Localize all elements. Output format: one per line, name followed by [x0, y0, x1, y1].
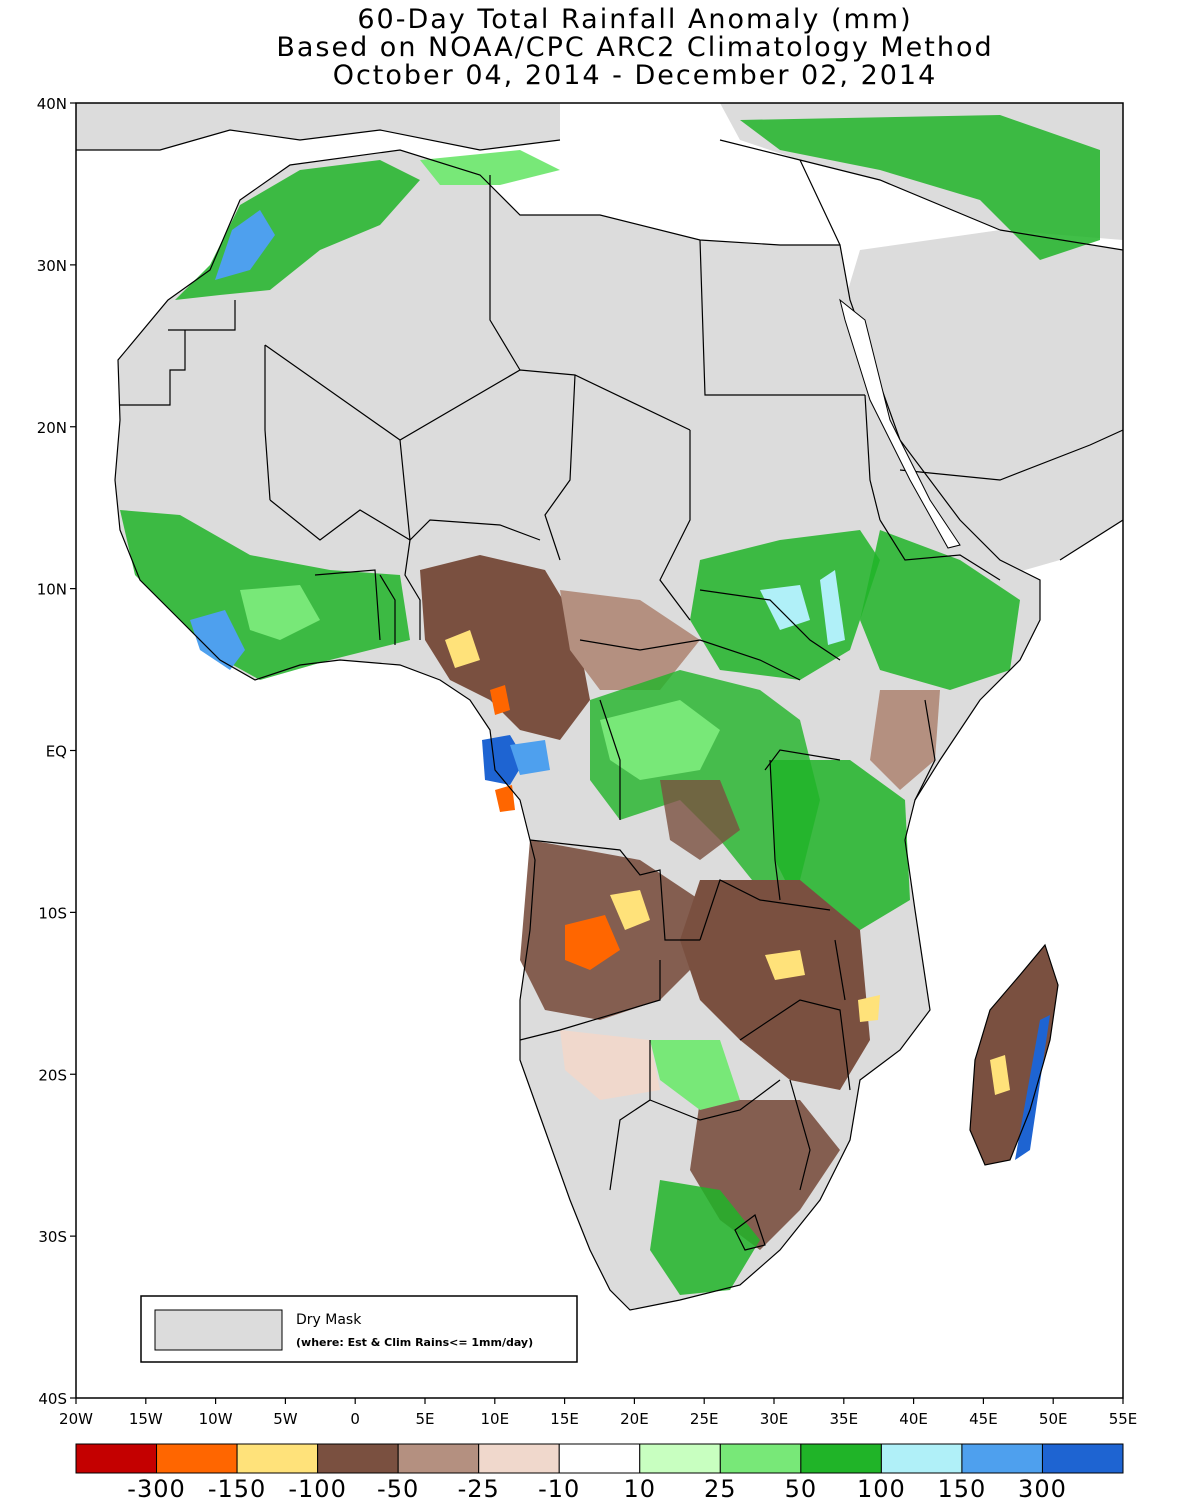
anomaly-patch-kenya-brown [870, 690, 940, 790]
lat-tick-label: 10S [38, 904, 67, 922]
lon-tick-label: 10W [199, 1410, 233, 1428]
lon-tick-label: 35E [830, 1410, 859, 1428]
title-line-2: Based on NOAA/CPC ARC2 Climatology Metho… [276, 32, 994, 63]
anomaly-patch-nigeria-brown [420, 555, 590, 740]
anomaly-patch-zambia-brown [680, 880, 870, 1090]
colorbar-label: -300 [127, 1475, 185, 1500]
lon-tick-label: 50E [1039, 1410, 1068, 1428]
anomaly-patch-med-coast-green [420, 150, 560, 185]
lat-tick-label: 30N [37, 257, 67, 275]
colorbar-swatch [880, 1443, 963, 1474]
lon-tick-label: 15W [129, 1410, 163, 1428]
lat-tick-label: 30S [38, 1228, 67, 1246]
lon-tick-label: 0 [350, 1410, 360, 1428]
lon-tick-label: 25E [690, 1410, 719, 1428]
anomaly-patch-sudan-lightblue [760, 585, 810, 630]
anomaly-patch-morocco-blue [215, 210, 275, 280]
map-layers [76, 103, 1123, 1310]
colorbar-label: -10 [538, 1475, 580, 1500]
anomaly-patch-botswana-lightgreen [650, 1040, 740, 1110]
anomaly-patch-zambia-yellow [765, 950, 805, 980]
anomaly-patch-angola-orange [565, 915, 620, 970]
colorbar-swatch [961, 1443, 1043, 1474]
colorbar-label: -25 [458, 1475, 500, 1500]
map-title: 60-Day Total Rainfall Anomaly (mm) Based… [0, 6, 1200, 90]
colorbar-swatch [800, 1443, 882, 1474]
anomaly-patch-nigeria-yellow [445, 630, 480, 668]
arabia-landmass [845, 230, 1123, 580]
lat-tick-label: EQ [46, 743, 67, 761]
lat-tick-label: 40S [38, 1390, 67, 1408]
colorbar-label: -100 [288, 1475, 346, 1500]
colorbar-swatch [317, 1443, 399, 1474]
anomaly-patch-congo-brown [660, 780, 740, 860]
lat-tick-label: 10N [37, 581, 67, 599]
colorbar-label: 150 [938, 1475, 987, 1500]
madagascar-landmass [970, 945, 1058, 1165]
lon-tick-label: 20E [620, 1410, 649, 1428]
lat-tick-label: 20S [38, 1066, 67, 1084]
lon-tick-label: 40E [899, 1410, 928, 1428]
anomaly-patch-turkey-green [740, 115, 1100, 260]
europe-landmass [76, 103, 560, 150]
anomaly-patch-congo-coast-orange [495, 785, 515, 812]
latitude-ticks: 40N 30N 20N 10N EQ 10S 20S 30S 40S [37, 95, 76, 1408]
country-borders [76, 129, 1123, 1311]
dry-mask-swatch [154, 1309, 283, 1351]
lon-tick-label: 55E [1109, 1410, 1138, 1428]
anomaly-patch-madagascar-yellow [990, 1055, 1010, 1095]
lon-tick-label: 30E [760, 1410, 789, 1428]
title-line-1: 60-Day Total Rainfall Anomaly (mm) [357, 4, 913, 35]
colorbar-swatch [1041, 1443, 1124, 1474]
dry-mask-legend: Dry Mask (where: Est & Clim Rains<= 1mm/… [140, 1295, 578, 1363]
anomaly-patch-mozambique-yellow [858, 995, 880, 1022]
lat-tick-label: 40N [37, 95, 67, 113]
anomaly-patch-guinea-blue [190, 610, 245, 670]
anomaly-patch-nigeria-lightbrown [560, 590, 700, 690]
colorbar-swatch [478, 1443, 560, 1474]
colorbar-label: 300 [1018, 1475, 1067, 1500]
colorbar-swatch [156, 1443, 238, 1474]
colorbar-swatch [75, 1443, 158, 1474]
anomaly-patch-congo-lightgreen [600, 700, 720, 780]
dry-mask-note: (where: Est & Clim Rains<= 1mm/day) [296, 1336, 533, 1349]
colorbar-label: -150 [208, 1475, 266, 1500]
anomaly-patch-cameroon-orange [490, 685, 510, 715]
red-sea [839, 298, 961, 549]
colorbar [75, 1443, 1124, 1474]
anomaly-patch-southafrica-green [650, 1180, 760, 1295]
colorbar-label: 50 [785, 1475, 818, 1500]
colorbar-swatch [719, 1443, 802, 1474]
lon-tick-label: 15E [550, 1410, 579, 1428]
colorbar-label: 100 [857, 1475, 906, 1500]
dry-mask-label: Dry Mask [296, 1312, 362, 1328]
lon-tick-label: 5E [415, 1410, 434, 1428]
colorbar-swatch [558, 1443, 641, 1474]
anomaly-patch-west-africa-lightgreen [240, 585, 320, 640]
longitude-ticks: 20W 15W 10W 5W 0 5E 10E 15E 20E 25E 30E 35E 40E 45E 50… [59, 1398, 1137, 1428]
lon-tick-label: 20W [59, 1410, 93, 1428]
anomaly-patch-kalahari-pink [560, 1030, 660, 1100]
colorbar-label: 25 [704, 1475, 737, 1500]
lat-tick-label: 20N [37, 419, 67, 437]
colorbar-label: 10 [623, 1475, 656, 1500]
anomaly-patch-gabon-lightblue [510, 740, 550, 775]
anomaly-patch-ethiopia-green [860, 530, 1020, 690]
colorbar-label: -50 [377, 1475, 419, 1500]
anomaly-patch-angola-yellow [610, 890, 650, 930]
colorbar-swatch [236, 1443, 319, 1474]
colorbar-labels: -300 -150 -100 -50 -25 -10 10 25 50 100 150 300 [127, 1475, 1067, 1500]
anomaly-patch-madagascar-blue [1015, 1015, 1050, 1160]
title-line-3: October 04, 2014 - December 02, 2014 [332, 60, 938, 91]
lon-tick-label: 5W [273, 1410, 298, 1428]
lon-tick-label: 45E [969, 1410, 998, 1428]
colorbar-swatch [397, 1443, 480, 1474]
colorbar-swatch [639, 1443, 721, 1474]
anomaly-patch-nile-lightblue [820, 570, 845, 645]
lon-tick-label: 10E [481, 1410, 510, 1428]
